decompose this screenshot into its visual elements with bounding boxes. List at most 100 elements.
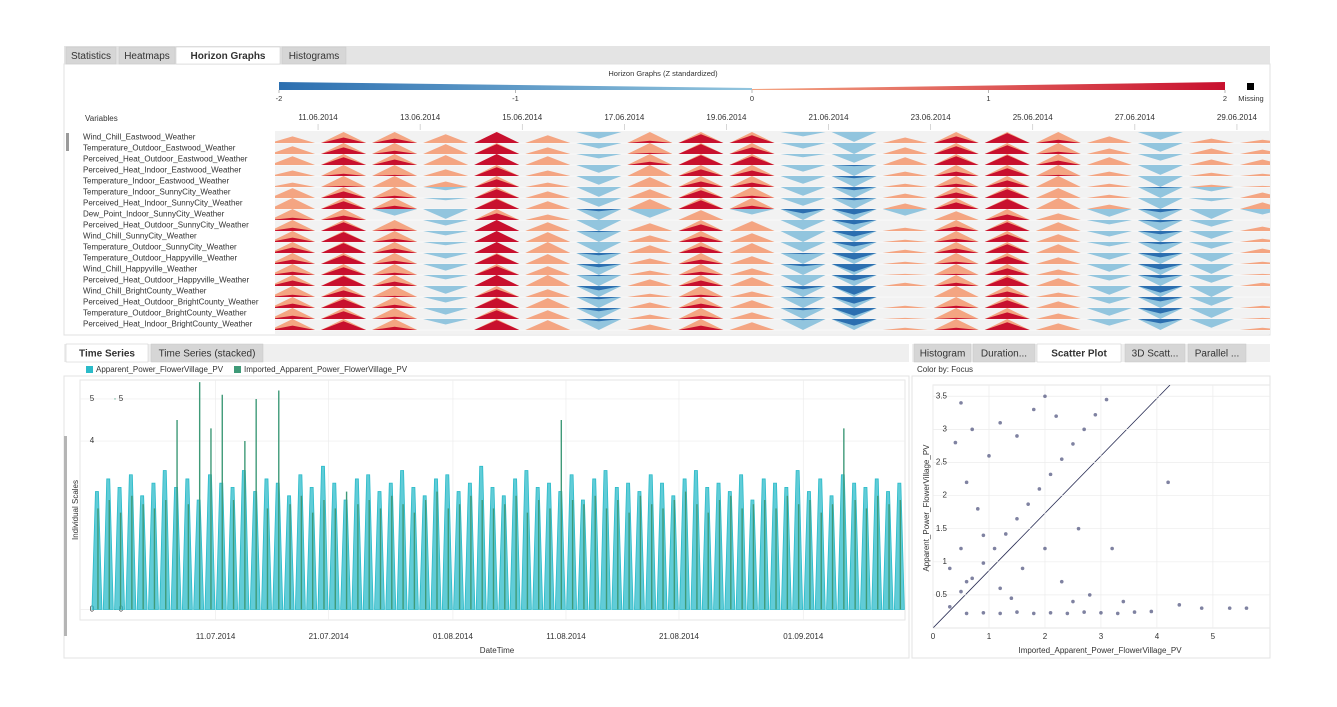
horizon-band <box>474 275 520 286</box>
horizon-band <box>525 201 571 209</box>
horizon-band <box>525 266 571 275</box>
horizon-band <box>729 176 775 187</box>
tab[interactable] <box>175 46 281 65</box>
horizon-band <box>275 136 316 143</box>
horizon-band <box>275 188 316 198</box>
y2-tick-label: 5 <box>119 394 124 403</box>
point <box>953 440 958 445</box>
tab[interactable] <box>1036 343 1122 363</box>
y-tick-label: 1 <box>943 557 948 566</box>
point <box>1244 606 1249 610</box>
horizon-band <box>474 144 520 154</box>
point <box>947 566 952 571</box>
legend-tick-label: 2 <box>1223 94 1227 103</box>
tab-label[interactable]: Statistics <box>71 51 111 62</box>
legend-label[interactable]: Apparent_Power_FlowerVillage_PV <box>96 365 224 374</box>
tab[interactable] <box>913 343 972 363</box>
horizon-band <box>576 132 622 139</box>
tab[interactable] <box>1187 343 1247 363</box>
variable-label: Temperature_Indoor_Eastwood_Weather <box>83 177 230 186</box>
tab[interactable] <box>118 46 176 65</box>
horizon-band <box>372 176 418 187</box>
horizon-band <box>474 266 520 275</box>
point <box>959 546 963 551</box>
x-tick-label: 23.06.2014 <box>911 113 952 122</box>
tab[interactable] <box>150 343 264 363</box>
point <box>1082 427 1086 432</box>
horizon-band <box>275 209 316 220</box>
horizon-band <box>275 315 316 319</box>
tab[interactable] <box>65 343 149 363</box>
horizon-band <box>525 289 571 297</box>
horizon-band <box>780 286 826 297</box>
y-tick-label: 3.5 <box>936 391 948 400</box>
horizon-band <box>321 209 367 220</box>
horizon-band <box>780 198 826 206</box>
legend-swatch[interactable] <box>234 366 241 373</box>
horizon-band <box>1086 275 1132 281</box>
horizon-band <box>423 264 469 271</box>
horizon-band <box>474 189 520 198</box>
legend-tick-label: 0 <box>750 94 754 103</box>
tab-label[interactable]: Time Series <box>79 349 135 360</box>
horizon-band <box>933 192 979 198</box>
horizon-band <box>1137 242 1183 245</box>
horizon-band <box>627 258 673 264</box>
horizon-band <box>525 214 571 220</box>
horizon-band <box>1188 187 1234 192</box>
horizon-band <box>831 264 877 272</box>
horizon-band <box>678 264 724 275</box>
horizon-band <box>1035 154 1081 165</box>
horizon-band <box>275 146 316 154</box>
tab[interactable] <box>65 46 117 65</box>
horizon-band <box>423 187 469 191</box>
tab-label[interactable]: Heatmaps <box>124 51 170 62</box>
tab[interactable] <box>281 46 347 65</box>
horizon-band <box>1137 209 1183 220</box>
tab-label[interactable]: Time Series (stacked) <box>159 349 256 360</box>
tab-label[interactable]: Histogram <box>920 349 966 360</box>
horizon-band <box>372 304 418 308</box>
horizon-band <box>933 171 979 176</box>
tab[interactable] <box>1124 343 1186 363</box>
horizon-band <box>372 326 418 330</box>
legend-swatch[interactable] <box>86 366 93 373</box>
horizon-band <box>525 320 571 330</box>
horizon-band <box>729 268 775 275</box>
horizon-band <box>984 322 1030 330</box>
horizon-band <box>933 273 979 275</box>
horizon-band <box>275 308 316 319</box>
horizon-band <box>678 224 724 231</box>
tab-label[interactable]: Scatter Plot <box>1051 349 1107 360</box>
horizon-band <box>1035 292 1081 297</box>
point <box>1132 610 1137 614</box>
tab[interactable] <box>972 343 1036 363</box>
horizon-band <box>678 286 724 297</box>
tab-label[interactable]: Duration... <box>981 349 1027 360</box>
horizon-band <box>933 248 979 253</box>
horizon-band <box>1239 327 1270 330</box>
horizon-band <box>831 165 877 176</box>
horizon-band <box>423 144 469 154</box>
horizon-band <box>576 264 622 275</box>
horizon-band <box>372 286 418 297</box>
horizon-band <box>1188 148 1234 154</box>
tab-label[interactable]: 3D Scatt... <box>1132 349 1179 360</box>
tab-label[interactable]: Parallel ... <box>1195 349 1239 360</box>
horizon-band <box>678 155 724 165</box>
horizon-band <box>984 155 1030 165</box>
legend-label[interactable]: Imported_Apparent_Power_FlowerVillage_PV <box>244 365 408 374</box>
horizon-band <box>1137 143 1183 152</box>
variable-label: Temperature_Outdoor_BrightCounty_Weather <box>83 309 247 318</box>
horizon-band <box>423 286 469 294</box>
horizon-band <box>372 165 418 176</box>
horizon-band <box>1035 165 1081 176</box>
horizon-band <box>933 165 979 176</box>
tab-label[interactable]: Horizon Graphs <box>190 51 265 62</box>
point <box>1099 610 1103 615</box>
tab-label[interactable]: Histograms <box>289 51 340 62</box>
horizon-band <box>1137 275 1183 279</box>
horizon-band <box>1239 226 1270 231</box>
horizon-band <box>474 220 520 231</box>
horizon-band <box>576 143 622 149</box>
